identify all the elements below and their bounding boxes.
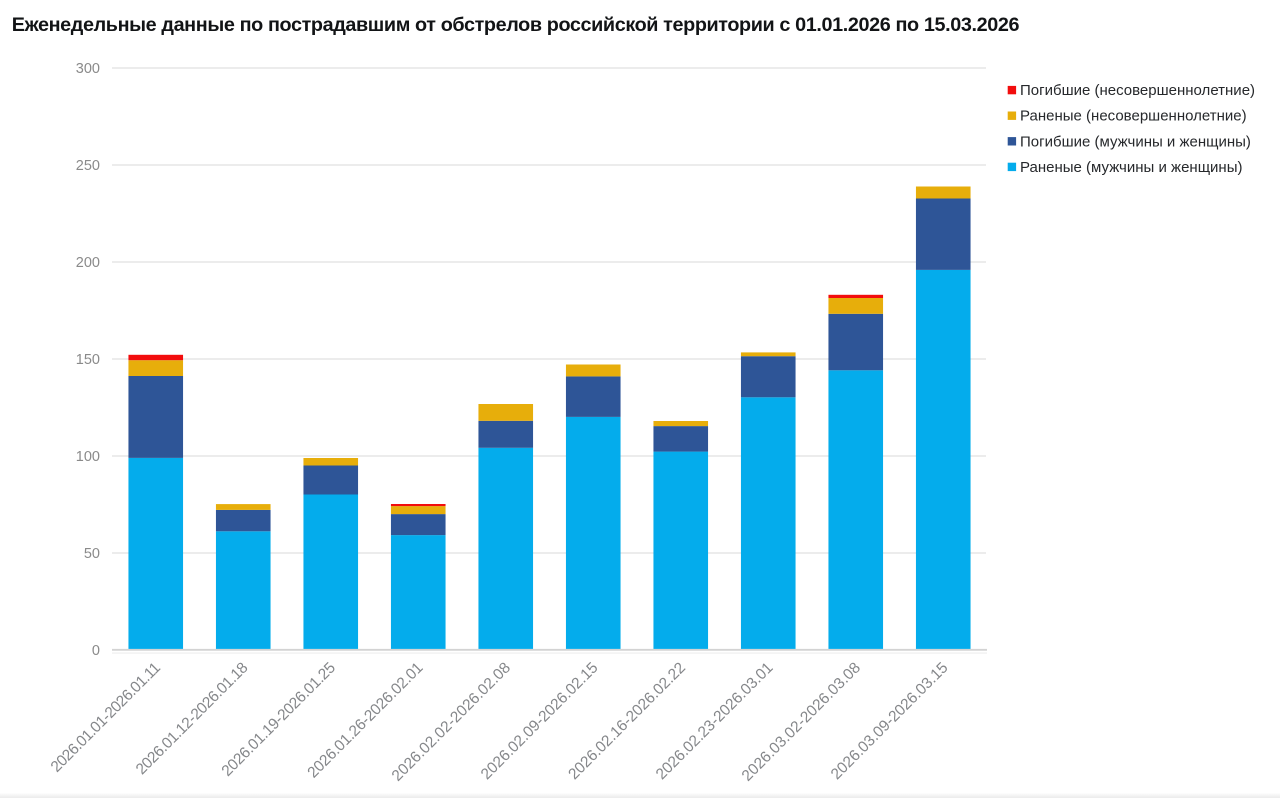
svg-text:0: 0 <box>92 643 100 659</box>
svg-text:Погибшие (мужчины и женщины): Погибшие (мужчины и женщины) <box>1020 133 1251 150</box>
svg-text:100: 100 <box>76 449 100 465</box>
svg-text:Раненые (мужчины и женщины): Раненые (мужчины и женщины) <box>1020 159 1242 176</box>
svg-text:300: 300 <box>76 61 100 77</box>
svg-text:Еженедельные данные по пострад: Еженедельные данные по пострадавшим от о… <box>12 14 1020 36</box>
svg-text:200: 200 <box>76 255 100 271</box>
svg-text:50: 50 <box>84 546 100 562</box>
svg-text:150: 150 <box>76 352 100 368</box>
svg-text:Погибшие (несовершеннолетние): Погибшие (несовершеннолетние) <box>1020 82 1255 99</box>
svg-text:Раненые (несовершеннолетние): Раненые (несовершеннолетние) <box>1020 108 1247 125</box>
svg-text:250: 250 <box>76 158 100 174</box>
